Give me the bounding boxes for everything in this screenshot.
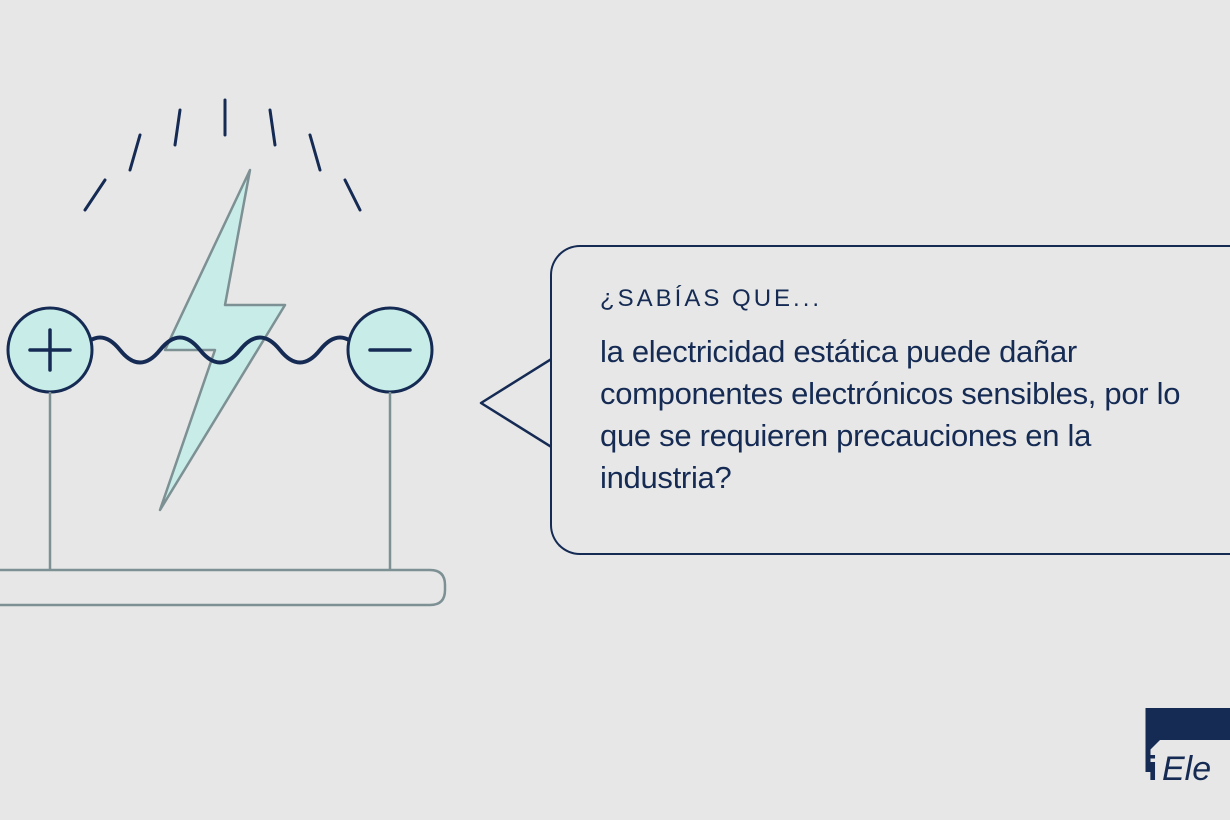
plus-terminal-icon — [8, 308, 92, 392]
brand-logo: i Ele — [1120, 700, 1230, 790]
base-platform-icon — [0, 570, 445, 605]
minus-terminal-icon — [348, 308, 432, 392]
speech-bubble-tail-icon — [477, 358, 553, 448]
logo-text-rest: Ele — [1162, 750, 1211, 788]
static-electricity-illustration — [0, 70, 450, 630]
stand-posts-icon — [50, 392, 390, 570]
sparks-icon — [85, 100, 360, 210]
logo-text-i: i — [1148, 750, 1157, 788]
bubble-heading: ¿SABÍAS QUE... — [600, 285, 1200, 313]
bubble-body-text: la electricidad estática puede dañar com… — [600, 331, 1200, 498]
speech-bubble: ¿SABÍAS QUE... la electricidad estática … — [550, 245, 1230, 555]
